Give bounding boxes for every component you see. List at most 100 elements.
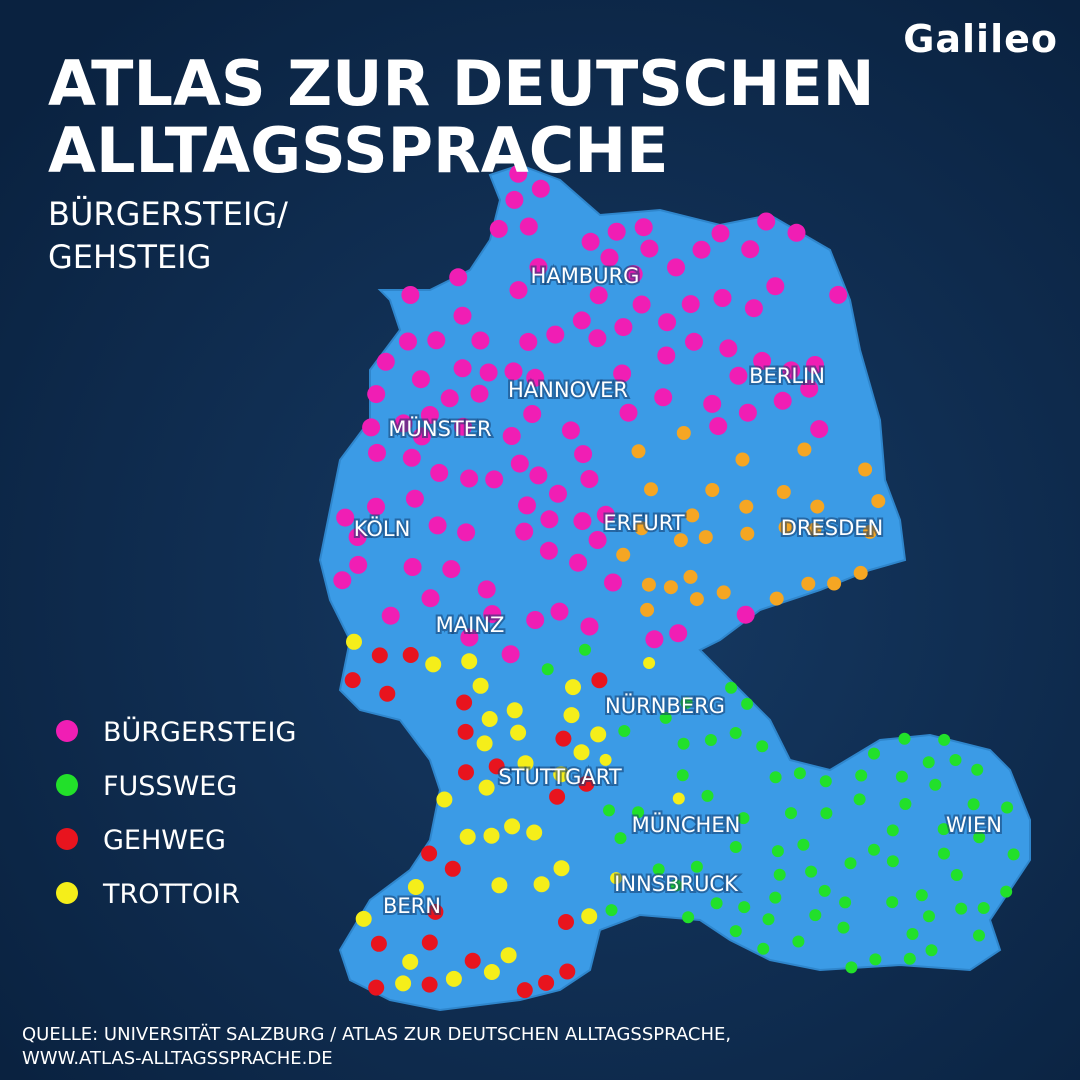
dot — [844, 857, 857, 870]
dot — [632, 295, 651, 314]
dot — [599, 753, 612, 766]
dot — [640, 602, 655, 617]
dot — [549, 484, 567, 503]
dot — [805, 865, 818, 878]
title: ATLAS ZUR DEUTSCHEN — [48, 47, 875, 120]
dot — [600, 248, 619, 267]
dot — [596, 505, 615, 524]
dot — [509, 164, 528, 183]
dot — [1000, 885, 1013, 898]
dot — [367, 497, 385, 516]
dot — [827, 576, 842, 591]
dot — [766, 277, 785, 296]
dot — [740, 526, 755, 541]
dot — [701, 789, 714, 802]
dot — [445, 970, 462, 987]
dot — [641, 577, 656, 592]
dot — [713, 289, 732, 307]
dot — [756, 740, 769, 753]
dot — [476, 735, 493, 752]
dot — [402, 953, 419, 970]
dot — [938, 733, 951, 746]
dot — [460, 469, 479, 488]
dot — [729, 841, 742, 853]
dot — [681, 295, 700, 314]
dot — [871, 494, 886, 509]
dot — [634, 521, 649, 536]
dot — [659, 711, 672, 724]
dot — [362, 418, 381, 437]
dot — [428, 516, 447, 535]
dot — [711, 224, 730, 243]
dot — [478, 779, 495, 796]
dot — [349, 555, 368, 574]
dot — [801, 576, 816, 591]
dot — [634, 218, 653, 237]
dot — [572, 311, 591, 330]
dot — [739, 499, 754, 514]
dot — [677, 737, 690, 750]
dot — [368, 443, 386, 462]
dot — [580, 617, 599, 636]
dot — [793, 767, 806, 780]
dot — [371, 647, 388, 664]
legend-label: GEHWEG — [103, 825, 226, 856]
dot — [967, 798, 980, 811]
dot — [692, 240, 711, 259]
dot — [421, 976, 438, 993]
dot — [709, 417, 728, 436]
dot — [580, 470, 599, 488]
dot — [673, 533, 688, 548]
dots — [333, 164, 1020, 999]
dot — [950, 869, 963, 881]
city-label: BERN — [383, 894, 441, 918]
dot — [481, 711, 498, 727]
dot — [454, 417, 472, 436]
dot — [516, 982, 533, 999]
dot — [818, 884, 831, 897]
dot — [658, 313, 677, 332]
dot — [519, 332, 538, 351]
dot — [903, 952, 916, 965]
dot — [744, 299, 763, 318]
dot — [483, 605, 502, 624]
dot — [517, 755, 534, 772]
dot — [574, 445, 593, 464]
dot — [757, 942, 770, 955]
dot — [581, 908, 598, 925]
subtitle: GEHSTEIG — [48, 238, 211, 276]
dot — [716, 585, 731, 600]
dot — [526, 611, 545, 629]
dot — [367, 385, 386, 404]
dot — [420, 406, 439, 424]
dot — [485, 470, 504, 489]
dot — [698, 530, 713, 545]
dot — [565, 679, 581, 696]
dot — [591, 672, 608, 689]
dot — [886, 824, 899, 837]
dot — [581, 232, 600, 251]
dot — [973, 929, 985, 942]
dot — [663, 580, 678, 595]
dot — [403, 558, 422, 576]
dot — [442, 560, 461, 579]
dot — [526, 824, 543, 841]
dot — [738, 403, 757, 422]
dot — [504, 818, 521, 835]
dot — [631, 444, 646, 459]
dot — [348, 528, 367, 546]
dot — [800, 379, 819, 398]
dot — [737, 812, 750, 825]
dot — [395, 975, 412, 992]
dot — [710, 897, 723, 910]
city-label: NÜRNBERG — [605, 693, 725, 718]
dot — [769, 591, 784, 606]
dot — [778, 520, 793, 535]
dot — [531, 179, 550, 198]
dot — [667, 258, 685, 277]
city-label: KÖLN — [354, 516, 411, 541]
dot — [456, 694, 473, 711]
logo: Galileo — [903, 17, 1058, 61]
dot — [853, 793, 866, 806]
dot — [333, 571, 352, 590]
